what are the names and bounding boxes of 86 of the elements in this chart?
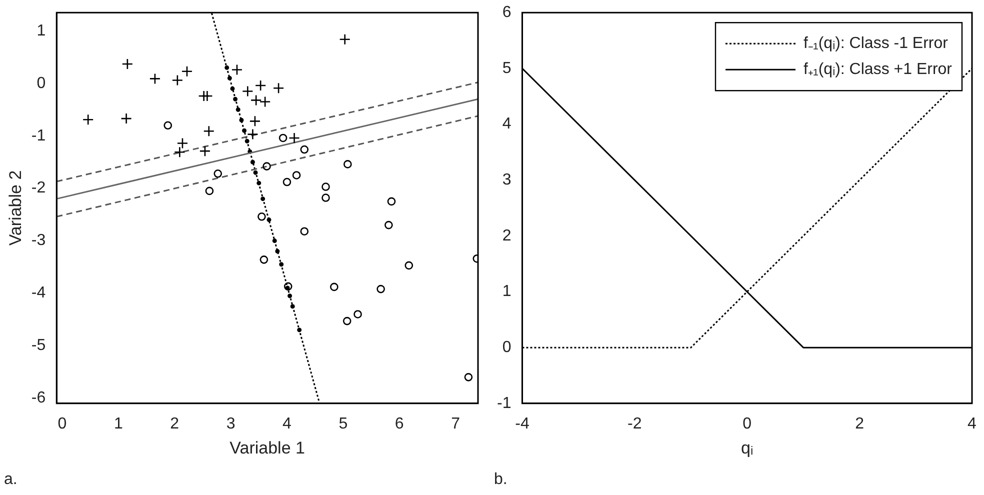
y-tick-label: -6 [31,390,46,407]
point [272,82,284,94]
point [262,162,271,170]
point [279,262,284,267]
point [203,126,215,137]
point [387,197,396,206]
point [258,212,266,221]
point [176,138,188,149]
text: b. [494,471,508,489]
point [202,90,213,102]
x-tick-label: -4 [515,415,530,432]
y-tick-label: -2 [31,180,46,197]
point [322,182,330,191]
point [322,194,330,202]
point [214,169,222,178]
point [250,94,262,106]
y-tick-label: -3 [31,232,46,250]
point [199,145,211,157]
x-tick-label: 0 [742,415,752,432]
point [242,128,247,133]
y-tick-label: -4 [31,284,46,302]
y-tick-label: 6 [502,4,512,22]
y-tick-label: 3 [502,171,512,188]
x-tick-label: 6 [394,415,404,432]
point [288,132,300,144]
point [172,74,184,86]
point [164,121,172,130]
point [249,116,261,127]
point [231,64,243,76]
point [278,134,288,142]
point [300,227,309,236]
point [339,34,350,46]
point [354,310,362,318]
point [292,171,301,180]
x-axis-title: Variable 1 [230,438,305,458]
y-tick-label: 5 [502,60,512,77]
y-tick-label: 0 [502,338,512,356]
y-tick-label: 1 [36,22,46,40]
x-tick-label: 7 [451,415,460,432]
point [233,96,238,102]
point [344,160,352,168]
point [260,256,268,264]
x-tick-label: 1 [114,415,123,432]
x-tick-label: 4 [968,415,977,432]
y-tick-label: 0 [36,74,46,92]
point [272,238,277,244]
point [260,196,266,202]
point [330,282,338,292]
point [259,96,271,108]
point [282,178,292,186]
point [120,112,132,124]
point [247,128,258,140]
y-axis-title: Variable 2 [6,170,25,246]
point [242,86,254,97]
point [376,284,385,294]
point [181,66,193,77]
point [404,261,414,270]
y-tick-label: 1 [502,283,512,300]
y-tick-label: -5 [31,337,46,354]
point [300,145,309,154]
point [122,58,134,70]
x-tick-label: 2 [170,415,180,432]
legend-label: f₋₁(qᵢ): Class -1 Error [804,35,949,52]
x-tick-label: 4 [282,415,292,432]
legend-label: f₊₁(qᵢ): Class +1 Error [804,61,953,78]
point [254,80,266,92]
y-tick-label: -1 [496,394,512,412]
text: a. [4,471,18,489]
y-tick-label: -1 [31,127,46,144]
x-tick-label: -2 [628,415,642,432]
point [342,316,352,326]
x-tick-label: 5 [338,415,348,432]
y-tick-label: 2 [502,227,512,244]
point [174,146,186,158]
x-tick-label: 3 [226,415,236,432]
x-tick-label: 0 [58,415,67,432]
point [205,186,214,196]
point [464,373,473,382]
x-tick-label: 2 [855,415,864,432]
point [284,282,292,291]
point [149,73,161,84]
y-tick-label: 4 [502,116,512,133]
point [384,220,393,230]
x-axis-title: qᵢ [741,438,754,458]
point [82,114,94,126]
point [288,294,292,298]
